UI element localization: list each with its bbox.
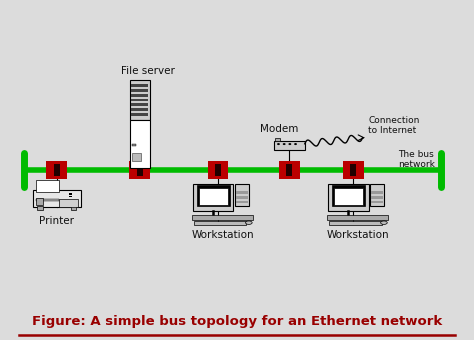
Bar bbox=[46, 161, 67, 180]
Bar bbox=[191, 215, 253, 220]
Ellipse shape bbox=[246, 221, 252, 224]
Text: Workstation: Workstation bbox=[327, 230, 389, 240]
Bar bbox=[274, 141, 304, 150]
Bar bbox=[131, 84, 148, 87]
Circle shape bbox=[294, 143, 297, 145]
Bar bbox=[33, 190, 81, 207]
Bar bbox=[69, 194, 72, 195]
Bar bbox=[131, 108, 148, 111]
Text: Modem: Modem bbox=[261, 124, 299, 134]
Bar bbox=[371, 201, 383, 203]
Bar bbox=[130, 120, 150, 168]
Bar bbox=[327, 215, 388, 220]
Bar bbox=[236, 201, 247, 203]
Bar bbox=[235, 184, 249, 206]
Bar bbox=[199, 188, 228, 205]
Bar bbox=[130, 80, 150, 120]
Text: Printer: Printer bbox=[39, 216, 74, 226]
Text: Workstation: Workstation bbox=[191, 230, 254, 240]
Bar bbox=[131, 103, 148, 106]
Bar bbox=[208, 161, 228, 180]
Bar bbox=[132, 144, 136, 147]
Bar bbox=[69, 196, 72, 197]
Bar bbox=[137, 165, 143, 176]
Bar bbox=[371, 191, 383, 194]
Bar bbox=[329, 221, 382, 225]
Text: Connection
to Internet: Connection to Internet bbox=[368, 116, 419, 135]
Text: Figure: A simple bus topology for an Ethernet network: Figure: A simple bus topology for an Eth… bbox=[32, 315, 442, 328]
Ellipse shape bbox=[381, 221, 387, 224]
Bar bbox=[131, 99, 148, 101]
Bar bbox=[129, 161, 150, 180]
Text: The bus
network: The bus network bbox=[398, 150, 435, 170]
Bar bbox=[334, 188, 363, 205]
Bar bbox=[328, 184, 368, 211]
Bar bbox=[215, 165, 221, 176]
Bar bbox=[350, 165, 356, 176]
Bar bbox=[37, 206, 43, 210]
Bar bbox=[132, 153, 141, 161]
Bar bbox=[197, 185, 229, 206]
Bar bbox=[343, 161, 364, 180]
Bar bbox=[36, 180, 59, 192]
Bar bbox=[71, 206, 76, 210]
Bar bbox=[54, 165, 60, 176]
Bar bbox=[131, 94, 148, 97]
Bar bbox=[236, 196, 247, 199]
Bar bbox=[193, 184, 233, 211]
Bar bbox=[36, 199, 59, 201]
Bar bbox=[36, 198, 43, 205]
Bar bbox=[194, 221, 246, 225]
Bar bbox=[275, 138, 280, 141]
Bar bbox=[131, 113, 148, 116]
Bar bbox=[332, 185, 365, 206]
Bar bbox=[286, 165, 292, 176]
Bar bbox=[371, 196, 383, 199]
Circle shape bbox=[277, 143, 280, 145]
Bar bbox=[59, 199, 78, 207]
Bar bbox=[131, 89, 148, 92]
Bar bbox=[370, 184, 384, 206]
Circle shape bbox=[288, 143, 291, 145]
Text: File server: File server bbox=[121, 67, 175, 76]
Bar bbox=[236, 191, 247, 194]
Bar bbox=[279, 161, 300, 180]
Bar bbox=[69, 192, 72, 193]
Circle shape bbox=[283, 143, 285, 145]
